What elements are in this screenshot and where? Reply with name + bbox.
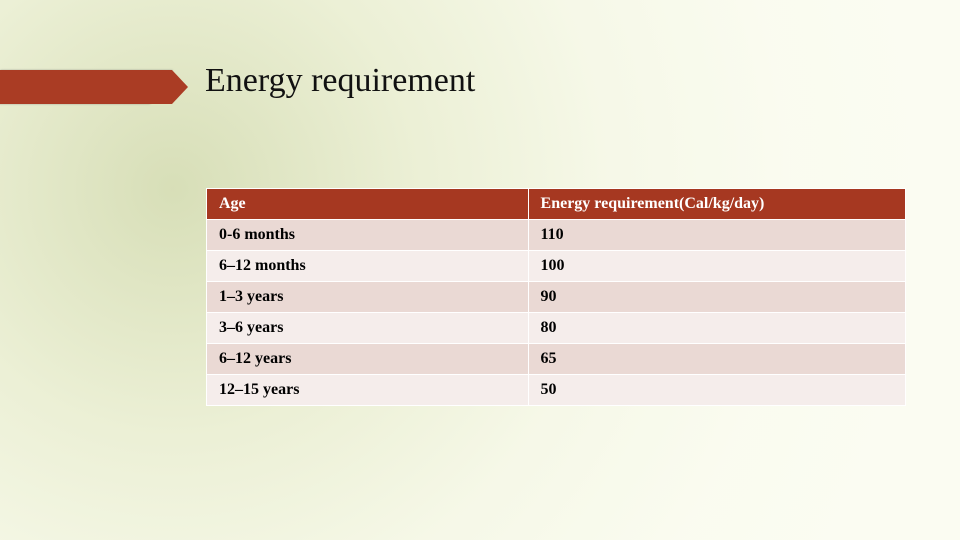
cell-age: 0-6 months (207, 220, 529, 251)
cell-value: 50 (528, 375, 905, 406)
cell-age: 3–6 years (207, 313, 529, 344)
column-header-age: Age (207, 189, 529, 220)
cell-age: 12–15 years (207, 375, 529, 406)
table-row: 6–12 years 65 (207, 344, 906, 375)
cell-value: 110 (528, 220, 905, 251)
cell-value: 100 (528, 251, 905, 282)
table-row: 12–15 years 50 (207, 375, 906, 406)
column-header-energy: Energy requirement(Cal/kg/day) (528, 189, 905, 220)
table-header-row: Age Energy requirement(Cal/kg/day) (207, 189, 906, 220)
energy-requirement-table: Age Energy requirement(Cal/kg/day) 0-6 m… (206, 188, 906, 406)
cell-age: 6–12 years (207, 344, 529, 375)
table-row: 3–6 years 80 (207, 313, 906, 344)
table-row: 0-6 months 110 (207, 220, 906, 251)
page-title: Energy requirement (205, 62, 475, 100)
cell-age: 6–12 months (207, 251, 529, 282)
table-row: 1–3 years 90 (207, 282, 906, 313)
cell-value: 65 (528, 344, 905, 375)
table-row: 6–12 months 100 (207, 251, 906, 282)
cell-value: 80 (528, 313, 905, 344)
accent-bar (0, 70, 172, 104)
cell-age: 1–3 years (207, 282, 529, 313)
cell-value: 90 (528, 282, 905, 313)
